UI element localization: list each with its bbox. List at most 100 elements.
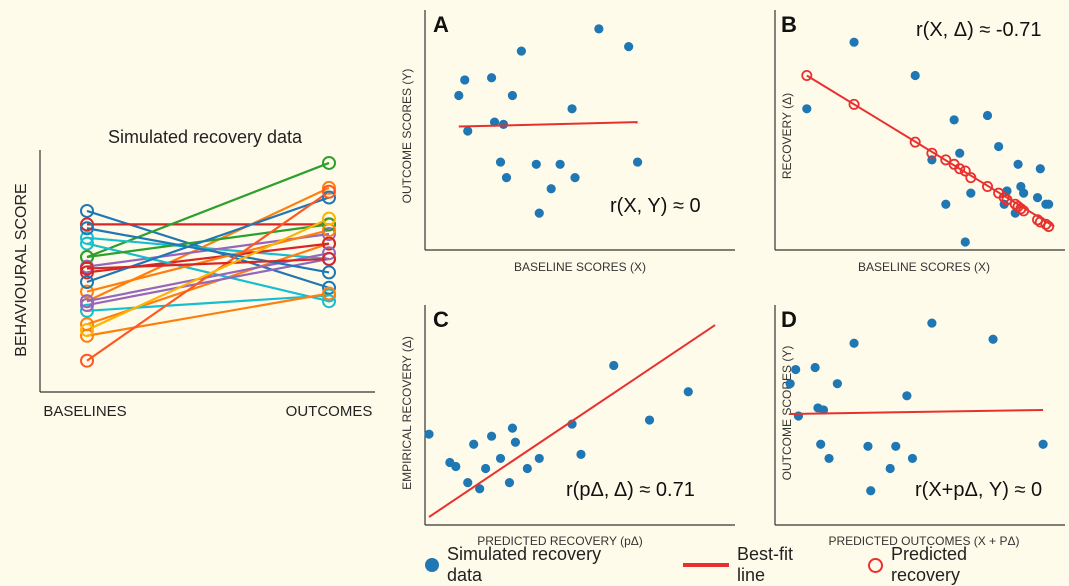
left-outcome-point-16 [322,184,336,199]
panel-d-point-7 [824,453,834,464]
panel-b-point-4 [941,199,951,209]
panel-b-predicted-point-17 [1032,214,1044,226]
panel-c-point-5 [475,484,485,494]
left-outcome-point-9 [322,217,336,232]
panel-b-point-8 [966,188,976,198]
panel-c-point-16 [609,360,619,371]
left-series-line-4 [86,236,330,261]
panel-a-y-axis-label: OUTCOME SCORES (Y) [400,69,414,204]
left-series-line-15 [86,292,330,337]
panel-c-x-axis-label: PREDICTED RECOVERY (pΔ) [477,534,643,548]
left-x-tick-outcomes: OUTCOMES [286,403,373,420]
left-outcome-point-14 [322,246,336,261]
left-baseline-point-7 [80,265,94,280]
left-baseline-point-13 [80,275,94,289]
legend-label-simulated: Simulated recovery data [447,544,602,585]
figure-canvas: Simulated recovery data BEHAVIOURAL SCOR… [13,10,1065,548]
left-series-line-18 [86,257,330,270]
panel-a-scatter [424,10,735,251]
panel-a-point-8 [507,90,518,101]
left-outcome-point-13 [322,190,336,205]
left-baseline-point-0 [80,203,94,218]
panel-b-point-1 [849,37,859,47]
panel-b-predicted-point-20 [1043,220,1055,232]
panel-b-point-10 [994,141,1004,152]
panel-a-point-14 [567,104,577,114]
left-baseline-point-18 [80,261,94,276]
left-baseline-point-17 [80,221,94,236]
panel-b-predicted-point-8 [965,172,977,184]
left-series-line-12 [86,229,330,293]
panel-b-predicted-point-4 [940,154,952,166]
panel-b-predicted-point-15 [1015,203,1027,215]
panel-c-point-3 [463,478,473,488]
left-outcome-point-8 [322,294,336,309]
legend-label-predicted: Predicted recovery [891,544,968,585]
panel-b-annotation: r(X, Δ) ≈ -0.71 [916,19,1041,41]
panel-c-point-12 [522,463,532,474]
panel-c-point-7 [486,431,497,441]
panel-b-predicted-point-1 [848,98,860,110]
panel-a-point-9 [516,46,526,56]
left-x-tick-baselines: BASELINES [43,403,126,420]
left-outcome-point-19 [322,211,336,226]
left-series-line-8 [86,242,330,303]
panel-b-predicted-point-2 [909,136,921,148]
left-baseline-point-19 [80,323,94,337]
panel-letter-a: A [433,12,449,37]
left-outcome-point-17 [322,265,336,280]
left-y-axis-label: BEHAVIOURAL SCORE [13,183,30,356]
panel-a-point-11 [534,208,544,218]
panel-b-predicted-point-18 [1034,216,1046,228]
panel-a-x-axis-label: BASELINE SCORES (X) [514,260,646,274]
panel-d-point-0 [785,379,795,389]
panel-b-predicted-point-7 [959,165,971,177]
left-baseline-point-8 [80,236,94,251]
panel-c-point-4 [469,439,479,449]
panel-c-point-0 [424,429,434,439]
left-line-chart [39,150,375,393]
panel-b-point-17 [1032,193,1043,203]
left-baseline-point-11 [80,298,94,313]
panel-b-predicted-point-6 [954,163,966,175]
panel-a-fit-line [458,121,638,128]
panel-letter-c: C [433,307,449,332]
panel-a-point-4 [489,117,500,127]
panel-b-predicted-point-16 [1018,205,1030,217]
panel-d-point-10 [863,441,873,451]
left-series-line-19 [86,217,330,331]
panel-b-point-2 [910,70,920,81]
left-series-line-10 [86,294,330,312]
legend-dot-icon [425,558,439,572]
panel-d-x-axis-label: PREDICTED OUTCOMES (X + PΔ) [828,534,1019,548]
panel-c-annotation: r(pΔ, Δ) ≈ 0.71 [566,479,695,501]
panel-d-point-9 [849,338,859,348]
panel-a-point-18 [633,157,643,167]
left-outcome-point-5 [322,227,336,241]
panel-c-fit-line [428,324,716,518]
panel-d-point-5 [816,439,826,449]
left-series-line-17 [86,227,330,274]
legend-item-simulated: Simulated recovery data [425,544,641,586]
legend-ring-icon [868,557,883,573]
panel-b-point-5 [949,115,959,125]
left-baseline-point-4 [80,230,94,245]
left-series-line-11 [86,257,330,307]
panel-c-y-axis-label: EMPIRICAL RECOVERY (Δ) [400,336,414,490]
panel-c-point-2 [451,461,461,472]
panel-a-point-13 [555,159,565,169]
panel-letter-d: D [781,307,797,332]
left-baseline-point-1 [80,217,94,232]
panel-c-scatter [424,305,735,526]
panel-d-point-17 [988,334,998,344]
left-baseline-point-14 [80,294,94,309]
panel-c-point-17 [644,415,655,425]
panel-a-point-12 [546,184,556,194]
panel-b-predicted-point-12 [1001,194,1013,206]
panel-d-point-6 [818,405,829,415]
panel-d-point-18 [1038,439,1048,449]
legend: Simulated recovery data Best-fit line Pr… [425,544,1069,585]
panel-b-point-0 [802,104,812,114]
panel-b-point-7 [960,237,970,247]
panel-b-scatter [774,10,1065,251]
